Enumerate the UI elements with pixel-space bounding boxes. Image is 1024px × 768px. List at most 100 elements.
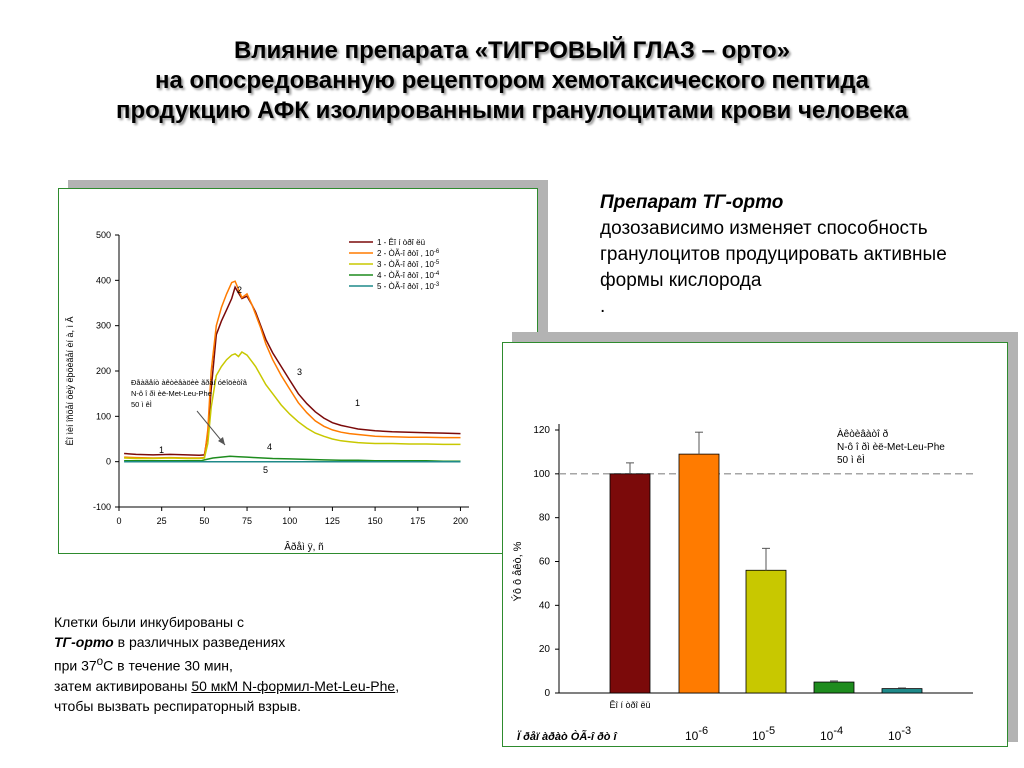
legend-exponent: -4 — [434, 271, 440, 277]
title-line-3: продукцию АФК изолированными гранулоцита… — [116, 97, 908, 124]
category-exponent: -3 — [901, 725, 911, 737]
bar-category-label-3: 10-5 — [752, 725, 775, 743]
y-tick-label: 300 — [96, 321, 111, 331]
y-tick-label: 20 — [539, 644, 551, 655]
legend-label-3: 3 - ÒÃ-î ðòî , 10-5 — [377, 260, 440, 269]
x-tick-label: 25 — [157, 516, 167, 526]
bar-category-label-2: 10-6 — [685, 725, 708, 743]
category-base: 10 — [888, 729, 902, 743]
category-base: 10 — [685, 729, 699, 743]
page-title: Влияние препарата «ТИГРОВЫЙ ГЛАЗ – орто»… — [0, 36, 1024, 126]
y-tick-label: 60 — [539, 557, 551, 568]
x-tick-label: 125 — [325, 516, 340, 526]
x-tick-label: 100 — [282, 516, 297, 526]
category-base: 10 — [752, 729, 766, 743]
y-tick-label: 80 — [539, 513, 551, 524]
y-axis-label: Ëî ìèí îñöåí öèÿ ëþöèãåí èí à, ì Â — [65, 316, 75, 445]
y-tick-label: 100 — [96, 411, 111, 421]
title-line-2: на опосредованную рецептором хемотаксиче… — [155, 67, 869, 94]
annotation-line-2: N-ô î ðì èë-Met-Leu-Phe — [837, 441, 945, 453]
legend-label-2: 2 - ÒÃ-î ðòî , 10-6 — [377, 249, 440, 258]
legend-text: 1 - Êî í òðî ëü — [377, 238, 425, 247]
bar-2 — [678, 453, 720, 694]
y-tick-label: 200 — [96, 366, 111, 376]
note-activation-pre: затем активированы — [54, 677, 192, 694]
note-drug-name: ТГ-орто — [54, 634, 114, 650]
x-tick-label: 75 — [242, 516, 252, 526]
category-base: 10 — [820, 729, 834, 743]
series-label-5: 5 — [263, 465, 268, 475]
x-tick-label: 150 — [368, 516, 383, 526]
y-tick-label: 500 — [96, 230, 111, 240]
note-temp-sup: о — [96, 655, 104, 668]
bar-5 — [881, 688, 923, 694]
note-temp-post: С в течение 30 мин, — [103, 657, 233, 674]
bar-4 — [813, 681, 855, 694]
series-line-2 — [124, 280, 461, 459]
title-line-1: Влияние препарата «ТИГРОВЫЙ ГЛАЗ – орто» — [233, 37, 791, 64]
bar-1 — [609, 473, 651, 694]
bar-category-label-5: 10-3 — [888, 725, 911, 743]
y-tick-label: -100 — [93, 502, 111, 512]
x-tick-label: 200 — [453, 516, 468, 526]
series-label-2: 2 — [237, 285, 242, 295]
y-tick-label: 40 — [539, 600, 551, 611]
series-label-1-end: 1 — [355, 398, 360, 408]
x-axis-label: Âðåì ÿ, ñ — [284, 540, 323, 553]
legend-text: 4 - ÒÃ-î ðòî , 10 — [377, 271, 434, 280]
x-tick-label: 0 — [116, 516, 121, 526]
y-tick-label: 0 — [544, 688, 550, 699]
x-tick-label: 50 — [199, 516, 209, 526]
bar-chart-panel: 0 20 40 60 80 100 120 Ýô ô åêò, % Êî í òðî ëü Ï ð… — [502, 342, 1008, 747]
series-line-1 — [124, 285, 461, 457]
y-tick-label: 100 — [533, 469, 550, 480]
bar-3 — [745, 569, 787, 694]
description-heading: Препарат ТГ-орто — [600, 192, 784, 213]
legend-label-5: 5 - ÒÃ-î ðòî , 10-3 — [377, 282, 440, 291]
experiment-note: Клетки были инкубированы с ТГ-орто в раз… — [54, 612, 504, 716]
legend-exponent: -3 — [434, 282, 440, 288]
series-line-3 — [124, 351, 461, 460]
note-line-4: затем активированы 50 мкМ N-формил-Met-L… — [54, 676, 504, 696]
series-label-4: 4 — [267, 442, 272, 452]
legend-label-4: 4 - ÒÃ-î ðòî , 10-4 — [377, 271, 440, 280]
annotation-line-1: Ðåàãåíò àêòèâàöèè ãðàí óëîöèòîâ — [131, 378, 248, 387]
note-line-2: ТГ-орто в различных разведениях — [54, 632, 504, 652]
y-axis-label: Ýô ô åêò, % — [511, 541, 524, 601]
note-line-1: Клетки были инкубированы с — [54, 614, 245, 630]
series-label-1: 1 — [159, 445, 164, 455]
category-exponent: -5 — [765, 725, 775, 737]
category-exponent: -6 — [698, 725, 708, 737]
x-tick-label: 175 — [410, 516, 425, 526]
note-temp-pre: при 37 — [54, 657, 97, 674]
annotation-line-2: N-ô î ðì èë-Met-Leu-Phe — [131, 389, 212, 398]
annotation-arrowhead — [218, 437, 225, 445]
note-line-5: чтобы вызвать респираторный взрыв. — [54, 697, 302, 714]
legend-text: 3 - ÒÃ-î ðòî , 10 — [377, 260, 434, 269]
legend-text: 2 - ÒÃ-î ðòî , 10 — [377, 249, 434, 258]
annotation-line-3: 50 ì êÌ — [837, 453, 865, 466]
series-label-3: 3 — [297, 367, 302, 377]
description: Препарат ТГ-орто дозозависимо изменяет с… — [600, 190, 1010, 320]
annotation-line-1: Àêòèâàòî ð — [837, 427, 889, 440]
y-tick-label: 400 — [96, 275, 111, 285]
bar-group-label: Ï ðåï àðàò ÒÃ-î ðò î — [517, 730, 619, 743]
category-exponent: -4 — [833, 725, 843, 737]
series-line-4 — [124, 455, 461, 462]
annotation-line-3: 50 ì êÌ — [131, 400, 152, 409]
note-activation-post: , — [395, 677, 400, 694]
note-activator-link[interactable]: 50 мкМ N-формил-Met-Leu-Phe — [191, 677, 396, 694]
legend-exponent: -6 — [434, 249, 440, 255]
description-text: дозозависимо изменяет способность гранул… — [600, 218, 947, 291]
description-dot: . — [600, 296, 606, 317]
y-tick-label: 120 — [533, 425, 550, 436]
bar-control-label: Êî í òðî ëü — [609, 700, 650, 710]
legend-label-1: 1 - Êî í òðî ëü — [377, 238, 425, 247]
note-line-2-rest: в различных разведениях — [113, 634, 286, 650]
legend-text: 5 - ÒÃ-î ðòî , 10 — [377, 282, 434, 291]
line-chart-panel: -100 0 100 200 300 400 500 0 25 50 75 100 125 150 175 2… — [58, 188, 538, 554]
legend-exponent: -5 — [434, 260, 440, 266]
note-line-3: при 37оС в течение 30 мин, — [54, 652, 504, 676]
bar-category-label-4: 10-4 — [820, 725, 843, 743]
